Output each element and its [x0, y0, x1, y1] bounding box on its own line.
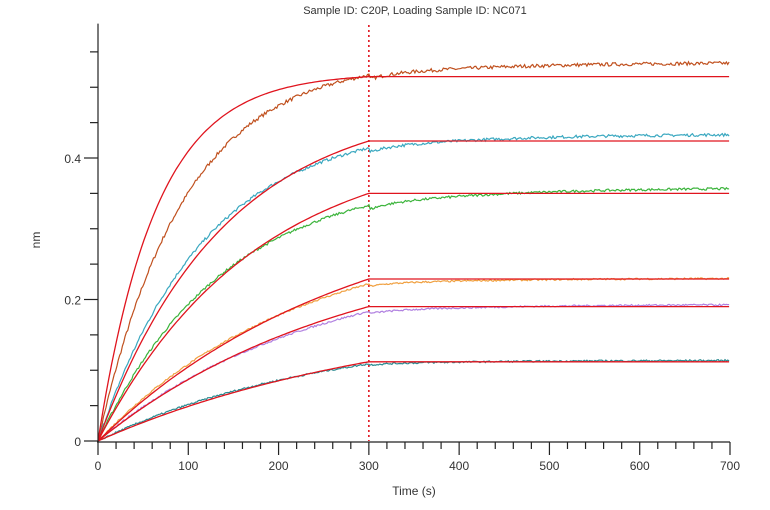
y-tick-label: 0.2	[64, 294, 81, 308]
data-trace-4	[97, 277, 730, 442]
y-tick-labels: 0 0.2 0.4	[64, 152, 81, 449]
chart-title: Sample ID: C20P, Loading Sample ID: NC07…	[303, 5, 527, 17]
x-tick-label: 700	[720, 459, 740, 473]
fit-curve-2	[97, 140, 730, 442]
fit-curve-3	[97, 192, 730, 442]
x-tick-label: 500	[539, 459, 559, 473]
x-tick-label: 200	[269, 459, 289, 473]
x-tick-label: 100	[178, 459, 198, 473]
x-tick-label: 600	[630, 459, 650, 473]
x-tick-label: 0	[95, 459, 102, 473]
data-trace-5	[97, 303, 730, 442]
y-tick-label: 0	[74, 435, 81, 449]
x-tick-labels: 0 100 200 300 400 500 600 700	[95, 459, 741, 473]
fit-curve-5	[97, 305, 730, 442]
y-tick-label: 0.4	[64, 152, 81, 166]
fit-curve-4	[97, 278, 730, 442]
data-trace-1	[97, 60, 730, 442]
x-axis-label: Time (s)	[392, 484, 436, 498]
data-trace-2	[97, 132, 730, 441]
data-trace-3	[97, 186, 730, 441]
x-tick-label: 300	[359, 459, 379, 473]
fit-curve-6	[97, 361, 730, 442]
axes	[84, 23, 731, 455]
x-tick-label: 400	[449, 459, 469, 473]
plot-area	[97, 25, 730, 442]
y-axis-label: nm	[29, 232, 43, 249]
fit-curve-1	[97, 75, 730, 442]
data-trace-6	[97, 358, 730, 441]
